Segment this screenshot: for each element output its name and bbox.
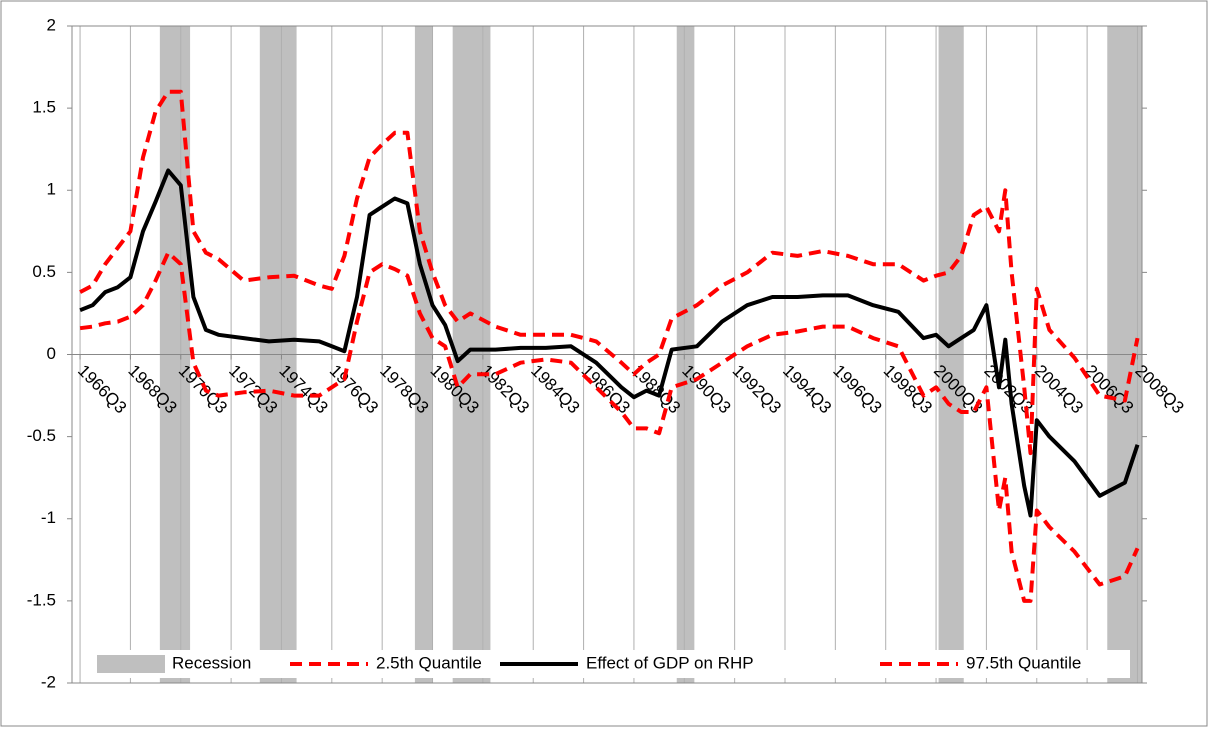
y-tick-label: -1.5	[27, 590, 56, 609]
legend-label: Effect of GDP on RHP	[586, 653, 754, 672]
y-tick-label: 2	[47, 15, 56, 34]
y-tick-label: -2	[41, 672, 56, 691]
y-tick-label: -1	[41, 508, 56, 527]
legend-label: Recession	[172, 653, 251, 672]
y-tick-label: 1	[47, 180, 56, 199]
series-line	[79, 250, 1140, 603]
y-tick-label: 1.5	[32, 98, 56, 117]
y-tick-label: -0.5	[27, 426, 56, 445]
y-tick-label: 0	[47, 344, 56, 363]
legend-swatch	[97, 655, 165, 673]
series-line	[79, 168, 1140, 518]
y-tick-label: 0.5	[32, 262, 56, 281]
legend-label: 97.5th Quantile	[966, 653, 1081, 672]
legend-label: 2.5th Quantile	[376, 653, 482, 672]
